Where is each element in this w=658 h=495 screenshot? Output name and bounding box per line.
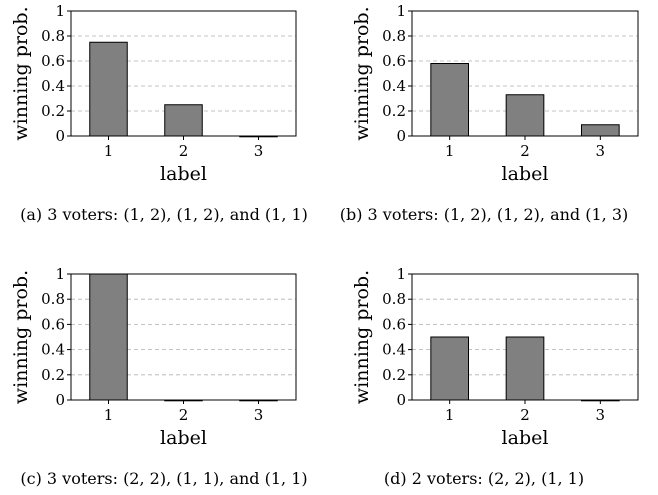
y-axis-label: winning prob.	[351, 6, 373, 140]
bar-2	[505, 94, 545, 137]
y-tick-label: 0.6	[382, 315, 406, 333]
y-tick-label: 0.4	[41, 341, 65, 359]
x-tick-label: 2	[179, 406, 189, 424]
y-tick-label: 0.8	[41, 27, 65, 45]
y-tick-label: 0.8	[382, 290, 406, 308]
x-axis-label: label	[160, 427, 207, 449]
y-tick-label: 1	[55, 265, 65, 283]
x-tick-label: 1	[104, 142, 114, 160]
y-tick-label: 1	[396, 265, 406, 283]
subfigure-caption: (d) 2 voters: (2, 2), (1, 1)	[384, 469, 584, 488]
y-tick-label: 0.6	[41, 315, 65, 333]
x-tick-label: 3	[596, 406, 606, 424]
chart-panel-c: 0 0.2 0.4 0.6 0.8 1 1 2 3 label winning prob. (c) 3…	[10, 265, 308, 488]
chart-panel-b: 0 0.2 0.4 0.6 0.8 1 1 2 3 label winning prob. (b) 3…	[340, 2, 639, 224]
x-tick-label: 1	[104, 406, 114, 424]
x-axis-label: label	[502, 163, 549, 185]
bar-1	[430, 63, 470, 137]
y-tick-label: 0.2	[382, 366, 406, 384]
bar-1	[430, 336, 470, 401]
bar-2	[164, 104, 203, 137]
y-tick-label: 0.6	[41, 52, 65, 70]
bar-2	[505, 336, 545, 401]
x-tick-label: 3	[596, 142, 606, 160]
x-axis-label: label	[502, 427, 549, 449]
y-tick-label: 0.2	[41, 102, 65, 120]
bar-1	[89, 273, 128, 401]
y-tick-label: 0.6	[382, 52, 406, 70]
x-axis-label: label	[160, 163, 207, 185]
y-tick-label: 0.4	[41, 77, 65, 95]
bar-1	[89, 41, 128, 137]
bar-3	[581, 124, 620, 137]
x-tick-label: 1	[445, 406, 455, 424]
y-axis-label: winning prob.	[10, 270, 32, 404]
x-tick-label: 3	[254, 142, 264, 160]
subfigure-caption: (c) 3 voters: (2, 2), (1, 1), and (1, 1)	[20, 469, 307, 488]
y-tick-label: 1	[55, 2, 65, 20]
x-tick-label: 2	[179, 142, 189, 160]
y-tick-label: 0	[55, 391, 65, 409]
y-tick-label: 0.8	[41, 290, 65, 308]
y-tick-label: 1	[396, 2, 406, 20]
y-axis-label: winning prob.	[351, 270, 373, 404]
y-tick-label: 0.8	[382, 27, 406, 45]
y-tick-label: 0.4	[382, 341, 406, 359]
x-tick-label: 1	[445, 142, 455, 160]
chart-panel-d: 0 0.2 0.4 0.6 0.8 1 1 2 3 label winning prob. (d) 2…	[351, 265, 639, 488]
x-tick-label: 2	[520, 406, 530, 424]
x-tick-label: 3	[254, 406, 264, 424]
y-axis-label: winning prob.	[10, 6, 32, 140]
x-tick-label: 2	[520, 142, 530, 160]
y-tick-label: 0	[396, 391, 406, 409]
y-tick-label: 0.2	[382, 102, 406, 120]
y-tick-label: 0.4	[382, 77, 406, 95]
y-tick-label: 0	[396, 127, 406, 145]
subfigure-caption: (b) 3 voters: (1, 2), (1, 2), and (1, 3)	[340, 205, 629, 224]
chart-panel-a: 0 0.2 0.4 0.6 0.8 1 1 2 3 label winning prob. (a) 3…	[10, 2, 308, 224]
y-tick-label: 0	[55, 127, 65, 145]
y-tick-label: 0.2	[41, 366, 65, 384]
subfigure-caption: (a) 3 voters: (1, 2), (1, 2), and (1, 1)	[20, 205, 308, 224]
